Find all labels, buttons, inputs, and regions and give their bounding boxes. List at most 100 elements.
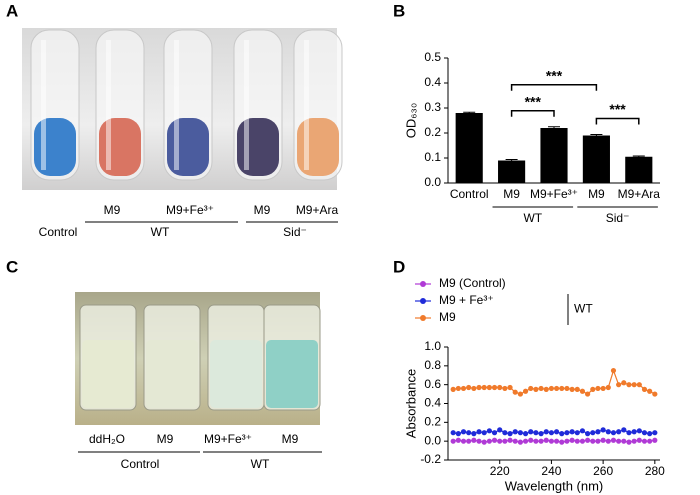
point (647, 431, 653, 437)
point (631, 382, 637, 388)
point (455, 431, 461, 437)
point (553, 385, 560, 392)
point (595, 438, 601, 444)
significance-label: *** (609, 101, 626, 117)
point (533, 430, 539, 436)
sample-label: M9 (282, 432, 299, 446)
y-tick-label: 0.6 (424, 377, 441, 391)
group-label: Control (39, 225, 78, 239)
point (538, 385, 544, 392)
point (543, 437, 549, 443)
point (522, 438, 529, 444)
liquid (146, 340, 198, 408)
point (652, 391, 658, 397)
y-tick-label: 0.1 (424, 150, 441, 164)
point (564, 438, 570, 444)
point (574, 438, 580, 444)
point (636, 382, 642, 388)
x-tick-label: 220 (490, 464, 510, 478)
point (528, 429, 534, 435)
point (610, 367, 617, 374)
y-tick-label: 0.4 (424, 396, 441, 410)
liquid (34, 118, 76, 176)
point (486, 438, 492, 444)
point (460, 429, 467, 435)
point (590, 386, 596, 392)
significance-label: *** (525, 93, 542, 109)
point (559, 431, 565, 437)
liquid (99, 118, 141, 176)
point (502, 430, 508, 436)
point (616, 429, 622, 435)
point (605, 429, 611, 435)
point (481, 430, 487, 436)
point (564, 430, 570, 436)
point (631, 429, 637, 435)
point (647, 438, 653, 444)
bar (455, 113, 483, 183)
point (626, 439, 632, 445)
point (517, 391, 523, 397)
point (652, 430, 658, 436)
point (486, 428, 492, 434)
point (600, 385, 606, 392)
y-tick-label: 0.0 (424, 433, 441, 447)
bar (540, 128, 568, 183)
point (471, 385, 477, 392)
point (502, 438, 508, 444)
point (460, 385, 467, 392)
point (553, 429, 560, 435)
point (605, 384, 611, 391)
point (455, 385, 461, 392)
point (605, 438, 611, 444)
point (533, 386, 539, 392)
point (621, 427, 627, 433)
point (548, 430, 555, 436)
point (512, 389, 518, 395)
point (641, 430, 648, 436)
point (585, 437, 591, 443)
y-axis-label: OD₆₃₀ (403, 103, 418, 138)
point (497, 438, 503, 444)
point (466, 430, 472, 436)
point (538, 431, 544, 437)
point (616, 438, 622, 444)
point (517, 439, 523, 445)
x-tick-label: 280 (645, 464, 665, 478)
panel-label: A (6, 1, 18, 20)
point (450, 430, 456, 436)
point (507, 431, 513, 437)
point (569, 386, 575, 392)
bar (498, 160, 526, 183)
liquid (82, 340, 134, 408)
sample-label: M9 (104, 203, 121, 217)
point (559, 439, 565, 445)
sample-label: M9+Ara (296, 203, 339, 217)
point (476, 438, 482, 444)
legend-group-label: WT (574, 302, 593, 316)
point (533, 438, 539, 444)
point (517, 430, 523, 436)
x-tick-label: 260 (593, 464, 613, 478)
highlight (174, 40, 179, 170)
y-tick-label: 0.2 (424, 415, 441, 429)
point (595, 429, 601, 435)
point (585, 391, 591, 397)
point (460, 438, 467, 444)
point (553, 438, 560, 444)
point (579, 438, 586, 444)
point (631, 438, 637, 444)
y-axis-label: Absorbance (403, 369, 418, 438)
group-label: Sid⁻ (606, 211, 630, 225)
y-tick-label: 1.0 (424, 339, 441, 353)
tubes (30, 29, 343, 181)
point (486, 384, 492, 391)
legend-marker (420, 315, 426, 321)
point (652, 437, 658, 443)
significance-bracket (510, 84, 598, 91)
point (636, 428, 642, 434)
point (621, 438, 627, 444)
point (528, 385, 534, 392)
point (610, 437, 617, 443)
